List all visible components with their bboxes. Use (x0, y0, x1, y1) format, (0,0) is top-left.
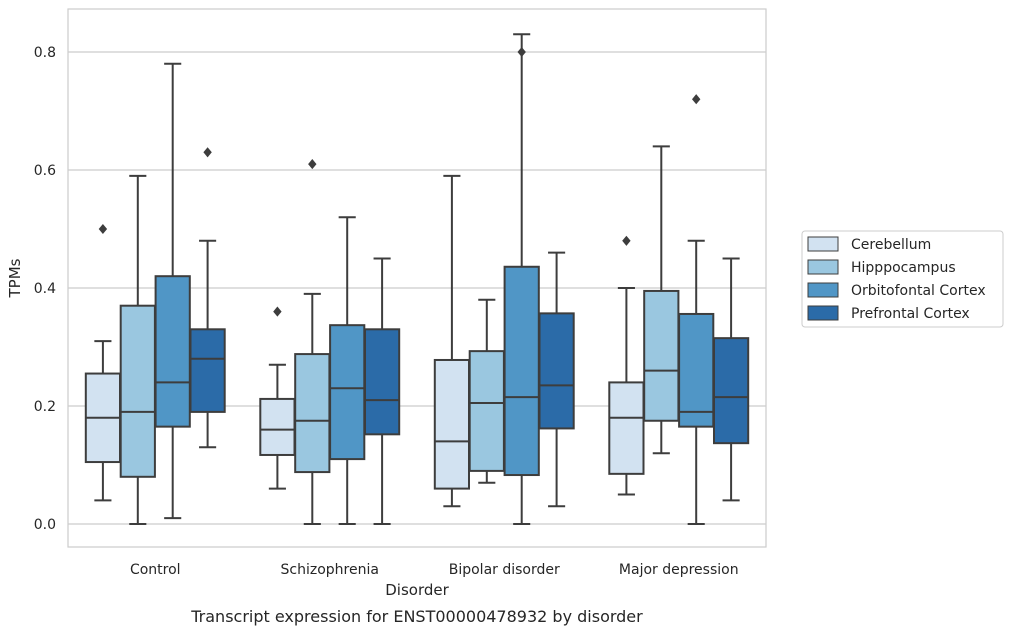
box-cerebellum (259, 306, 296, 490)
legend: Cerebellum Hipppocampus Orbitofontal Corte… (801, 230, 1004, 328)
box-orbitofontal-cortex (503, 33, 540, 525)
iqr-box (608, 381, 645, 475)
legend-swatch (807, 282, 839, 298)
iqr-box (329, 324, 366, 461)
box-hipppocampus (643, 145, 680, 455)
outlier-marker (308, 159, 317, 170)
iqr-box (678, 312, 715, 428)
outlier-marker (98, 223, 108, 235)
outlier-marker (273, 306, 282, 317)
iqr-box (503, 265, 540, 477)
iqr-box (468, 350, 505, 472)
iqr-box (538, 312, 575, 430)
legend-label: Hipppocampus (851, 260, 956, 276)
box-cerebellum (608, 235, 645, 496)
box-hipppocampus (294, 159, 331, 525)
legend-swatch (807, 305, 839, 321)
box-cerebellum (433, 174, 471, 508)
iqr-box (712, 337, 750, 445)
y-tick-label: 0.8 (34, 45, 56, 61)
box-groups (84, 33, 750, 525)
box-orbitofontal-cortex (678, 94, 715, 525)
iqr-box (154, 275, 191, 428)
chart-caption: Transcript expression for ENST0000047893… (190, 607, 643, 626)
outlier-marker (692, 94, 701, 105)
outlier-marker (517, 46, 526, 58)
legend-label: Cerebellum (851, 237, 931, 253)
y-axis-label: TPMs (6, 258, 24, 298)
legend-label: Orbitofontal Cortex (851, 283, 986, 299)
plot-area-frame (67, 8, 767, 548)
x-axis-ticks: Control Schizophrenia Bipolar disorder Majo… (130, 562, 739, 578)
iqr-box (119, 304, 156, 478)
box-cerebellum (84, 223, 122, 502)
outlier-marker (203, 147, 212, 158)
iqr-box (189, 328, 226, 413)
y-axis-ticks: 0.0 0.2 0.4 0.6 0.8 (34, 45, 56, 533)
x-tick-label: Bipolar disorder (449, 562, 560, 578)
legend-swatch (807, 236, 839, 252)
x-tick-label: Control (130, 562, 181, 578)
y-tick-label: 0.0 (34, 517, 56, 533)
box-orbitofontal-cortex (329, 216, 366, 525)
iqr-box (259, 397, 296, 456)
box-orbitofontal-cortex (154, 62, 191, 520)
y-tick-label: 0.4 (34, 281, 56, 297)
legend-label: Prefrontal Cortex (851, 306, 970, 322)
iqr-box (363, 328, 401, 436)
x-tick-label: Major depression (619, 562, 739, 578)
y-tick-label: 0.2 (34, 399, 56, 415)
legend-frame (801, 230, 1004, 328)
box-hipppocampus (119, 174, 156, 525)
y-tick-label: 0.6 (34, 163, 56, 179)
box-prefrontal-cortex (712, 257, 750, 502)
x-axis-label: Disorder (385, 581, 449, 599)
box-prefrontal-cortex (189, 147, 226, 449)
outlier-marker (622, 235, 631, 246)
box-prefrontal-cortex (538, 251, 575, 508)
legend-swatch (807, 259, 839, 275)
iqr-box (433, 358, 471, 490)
iqr-box (643, 289, 680, 422)
box-hipppocampus (468, 298, 505, 484)
x-tick-label: Schizophrenia (281, 562, 379, 578)
box-prefrontal-cortex (363, 257, 401, 525)
iqr-box (294, 353, 331, 474)
